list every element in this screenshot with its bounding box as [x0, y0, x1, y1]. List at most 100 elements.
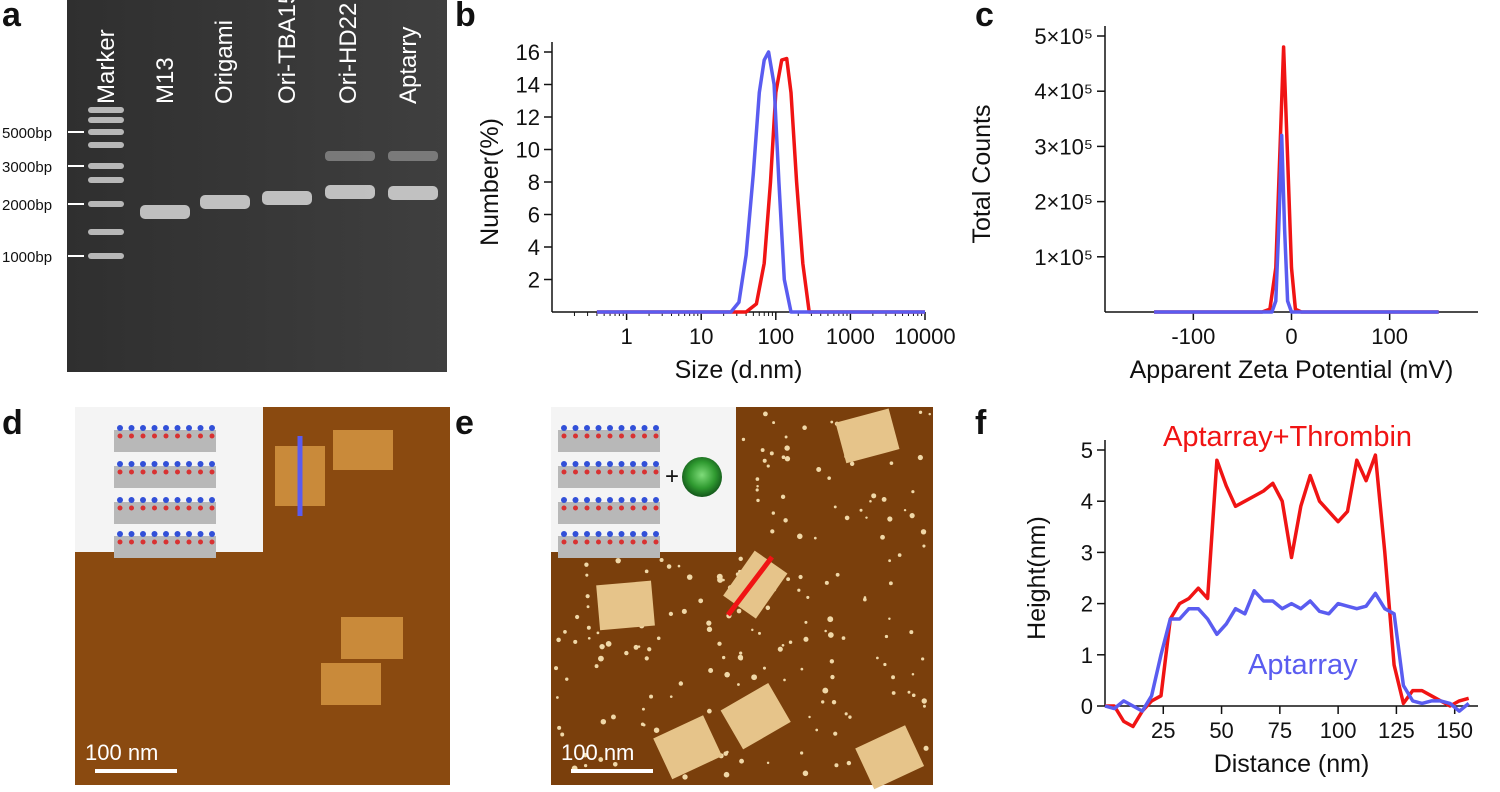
- aptamer-mark: [140, 425, 146, 431]
- aptamer-mark: [197, 425, 204, 431]
- aptamer-mark: [653, 469, 659, 475]
- afm-particle: [911, 693, 916, 698]
- afm-particle: [808, 715, 811, 719]
- aptamer-mark: [117, 497, 123, 503]
- x-tick-label: 50: [1209, 718, 1233, 743]
- afm-particle: [827, 632, 834, 638]
- gel-band: [88, 163, 124, 169]
- afm-particle: [891, 675, 896, 680]
- panel-letter-a: a: [2, 0, 21, 34]
- afm-particle: [615, 557, 621, 564]
- afm-particle: [831, 699, 837, 705]
- aptamer-mark: [653, 433, 659, 439]
- afm-particle: [721, 655, 726, 660]
- afm-particle: [682, 774, 688, 780]
- aptamer-mark: [163, 461, 169, 467]
- aptamer-mark: [653, 461, 659, 467]
- panel-d-afm: 100 nm: [75, 407, 450, 785]
- panel-letter-d: d: [2, 404, 23, 442]
- aptamer-mark: [209, 531, 215, 537]
- afm-particle: [556, 637, 561, 643]
- afm-particle: [723, 771, 730, 778]
- panel-letter-b: b: [455, 0, 476, 34]
- aptamer-mark: [209, 461, 215, 467]
- aptamer-mark: [140, 497, 146, 503]
- aptamer-mark: [618, 425, 625, 431]
- aptamer-mark: [163, 425, 169, 431]
- afm-particle: [834, 763, 839, 768]
- series-line: [596, 50, 925, 314]
- aptamer-mark: [595, 425, 602, 431]
- lane-label: Ori-TBA15: [274, 0, 301, 104]
- aptamer-mark: [607, 469, 613, 475]
- aptamer-mark: [584, 433, 590, 439]
- x-tick-label: 1: [620, 324, 632, 349]
- x-tick-label: 1000: [826, 324, 875, 349]
- afm-particle: [686, 574, 693, 580]
- aptamer-mark: [619, 469, 624, 475]
- aptamer-mark: [209, 497, 215, 503]
- afm-particle: [599, 643, 605, 650]
- afm-particle: [624, 650, 629, 656]
- aptamer-mark: [653, 531, 659, 537]
- afm-particle: [644, 569, 649, 574]
- x-tick-label: 100: [1371, 324, 1408, 349]
- afm-particle: [917, 454, 923, 461]
- plus-sign: +: [665, 463, 679, 490]
- afm-particle: [737, 683, 740, 686]
- afm-particle: [706, 708, 712, 714]
- x-tick-label: 10: [689, 324, 713, 349]
- afm-particle: [918, 410, 923, 414]
- afm-particle: [889, 461, 894, 465]
- aptamer-mark: [129, 539, 134, 545]
- afm-particle: [698, 598, 704, 604]
- aptamer-mark: [128, 461, 135, 467]
- thrombin-icon: [682, 457, 722, 497]
- scalebar-label-e: 100 nm: [561, 740, 634, 765]
- afm-particle: [784, 435, 788, 439]
- aptamer-mark: [198, 469, 203, 475]
- afm-particle: [610, 714, 616, 720]
- aptamer-mark: [151, 531, 158, 537]
- aptamer-mark: [596, 469, 601, 475]
- afm-particle: [706, 626, 713, 633]
- aptamer-mark: [619, 433, 624, 439]
- afm-particle: [641, 707, 645, 711]
- aptamer-mark: [140, 505, 146, 511]
- afm-particle: [583, 763, 588, 768]
- x-tick-label: 0: [1285, 324, 1297, 349]
- afm-particle: [880, 534, 885, 540]
- afm-particle: [921, 698, 927, 704]
- aptamer-mark: [186, 461, 192, 467]
- afm-particle: [772, 421, 776, 425]
- afm-particle: [884, 634, 889, 639]
- lane-label: M13: [152, 57, 179, 104]
- gel-band: [325, 185, 375, 199]
- afm-particle: [903, 508, 907, 512]
- aptamer-mark: [186, 531, 192, 537]
- aptamer-mark: [630, 469, 636, 475]
- afm-particle: [560, 732, 565, 737]
- y-tick-label: 8: [528, 170, 540, 195]
- afm-particle: [633, 644, 639, 650]
- y-tick-label: 4: [1081, 489, 1093, 514]
- afm-particle: [681, 608, 687, 614]
- afm-particle: [844, 515, 850, 521]
- x-tick-label: 75: [1268, 718, 1292, 743]
- y-tick-label: 2×10⁵: [1034, 190, 1093, 215]
- origami-row: [114, 502, 216, 524]
- afm-particle: [784, 456, 791, 462]
- afm-particle: [911, 490, 915, 494]
- gel-band: [388, 151, 438, 161]
- afm-particle: [598, 757, 604, 762]
- gel-band: [88, 107, 124, 113]
- x-tick-label: 125: [1378, 718, 1415, 743]
- afm-particle: [594, 664, 599, 669]
- aptamer-mark: [596, 505, 601, 511]
- aptamer-mark: [607, 505, 613, 511]
- afm-particle: [835, 572, 840, 577]
- aptamer-mark: [561, 505, 567, 511]
- aptamer-mark: [117, 505, 123, 511]
- gel-band: [200, 195, 250, 209]
